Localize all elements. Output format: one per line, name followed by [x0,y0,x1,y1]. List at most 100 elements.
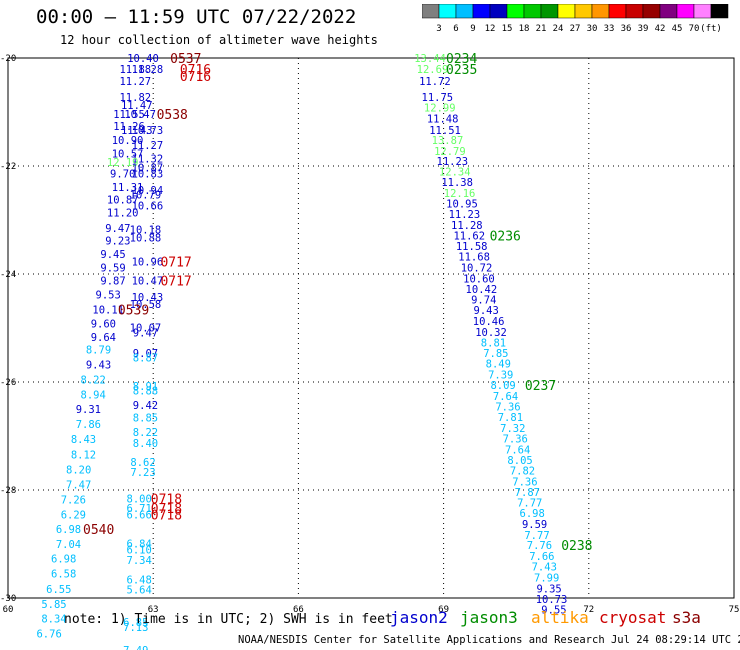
wave-height-label: 10.42 [466,284,498,296]
wave-height-label: 6.55 [46,584,71,596]
wave-height-label: 9.07 [133,348,158,360]
wave-height-label: 9.87 [100,275,125,287]
satellite-s3a: s3a [672,608,701,627]
wave-height-label: 13.87 [432,135,464,147]
wave-height-label: 10.88 [130,232,162,244]
wave-height-label: 7.64 [493,391,518,403]
wave-height-label: 12.34 [439,166,471,178]
color-scale-label: 9 [470,24,475,34]
wave-height-label: 8.88 [133,386,158,398]
wave-height-label: 12.16 [444,188,476,200]
wave-height-label: 7.34 [127,555,152,567]
wave-height-label: 8.81 [481,338,506,350]
wave-height-label: 10.94 [132,185,164,197]
wave-height-label: 8.34 [41,614,66,626]
color-scale-label: 3 [436,24,441,34]
pass-time-label: 0718 [151,508,182,523]
wave-height-label: 6.66 [127,509,152,521]
wave-height-label: 11.47 [121,100,153,112]
color-scale-legend: 3 6 9 12 15 18 21 24 27 30 33 36 39 42 45 70 (ft) [422,4,729,34]
wave-height-label: 6.84 [127,538,152,550]
wave-height-label: 6.98 [520,508,545,520]
wave-height-label: 7.36 [512,476,537,488]
wave-height-label: 9.45 [100,249,125,261]
wave-height-label: 8.12 [71,449,96,461]
wave-height-label: 11.32 [132,153,164,165]
wave-height-label: 10.87 [107,194,139,206]
wave-height-label: 10.95 [446,198,478,210]
wave-height-label: 9.35 [536,583,561,595]
wave-height-label: 7.36 [495,401,520,413]
chart-subtitle: 12 hour collection of altimeter wave hei… [60,33,378,47]
wave-height-label: 11.26 [113,121,145,133]
color-scale-label: 24 [553,24,564,34]
wave-height-label: 12.79 [434,146,466,158]
color-scale-label: 30 [587,24,598,34]
wave-height-label: 11.51 [429,125,461,137]
wave-height-label: 8.62 [130,457,155,469]
wave-height-label: 9.53 [96,290,121,302]
wave-height-label: 10.90 [112,135,144,147]
wave-height-label: 10.58 [130,299,162,311]
wave-height-label: 7.49 [123,645,148,650]
wave-height-label: 8.05 [507,455,532,467]
wave-height-label: 7.13 [123,622,148,634]
wave-height-label: 13.44 [414,53,446,65]
wave-height-label: 7.82 [510,466,535,478]
x-tick-label: 72 [583,605,594,615]
wave-height-label: 9.31 [76,404,101,416]
wave-height-label: 9.43 [474,305,499,317]
pass-time-label: 0716 [180,63,211,78]
plot-frame [7,57,735,599]
wave-height-label: 9.47 [133,327,158,339]
wave-height-label: 7.64 [505,445,530,457]
wave-height-label: 11.28 [451,220,483,232]
pass-time-label: 0235 [446,63,477,78]
wave-height-label: 7.77 [524,530,549,542]
wave-height-label: 6.85 [123,617,148,629]
wave-height-label: 11.31 [112,182,144,194]
wave-height-label: 10.40 [127,53,159,65]
y-tick-label: -26 [0,378,16,388]
wave-height-label: 11.58 [456,241,488,253]
wave-height-label: 9.59 [100,263,125,275]
wave-height-label: 10.66 [132,200,164,212]
pass-time-label: 0716 [180,70,211,85]
satellite-cryosat: cryosat [599,608,667,627]
satellite-jason2: jason2 [390,608,448,627]
wave-height-label: 7.26 [61,495,86,507]
wave-height-label: 8.22 [133,427,158,439]
wave-height-label: 9.23 [105,236,130,248]
wave-height-label: 11.27 [119,76,151,88]
pass-time-label: 0718 [151,502,182,517]
pass-time-label: 0537 [170,52,201,67]
color-scale-label: 15 [502,24,513,34]
pass-time-label: 0717 [160,256,191,271]
wave-height-label: 10.73 [132,125,164,137]
wave-height-label: 11.68 [458,252,490,264]
color-scale-label: 39 [638,24,649,34]
wave-height-label: 8.85 [133,413,158,425]
wave-height-label: 7.99 [534,572,559,584]
wave-height-label: 6.76 [36,629,61,641]
wave-height-label: 10.43 [132,292,164,304]
wave-height-label: 9.59 [522,519,547,531]
wave-height-label: 9.64 [91,332,116,344]
chart-title: 00:00 – 11:59 UTC 07/22/2022 [36,6,357,28]
pass-time-label: 0238 [561,539,592,554]
color-scale-label: 42 [655,24,666,34]
color-scale-label: (ft) [700,24,722,34]
wave-height-label: 7.32 [500,423,525,435]
wave-height-label: 10.18 [130,225,162,237]
pass-time-label: 0236 [490,230,521,245]
color-scale-label: 45 [672,24,683,34]
color-scale-label: 27 [570,24,581,34]
wave-height-label: 8.40 [133,438,158,450]
wave-height-label: 12.99 [424,103,456,115]
wave-height-label: 10.72 [461,263,493,275]
wave-height-label: 7.87 [515,487,540,499]
pass-time-label: 0717 [160,274,191,289]
wave-height-label: 10.57 [112,149,144,161]
pass-time-label: 0539 [118,304,149,319]
wave-height-label: 6.71 [127,503,152,515]
